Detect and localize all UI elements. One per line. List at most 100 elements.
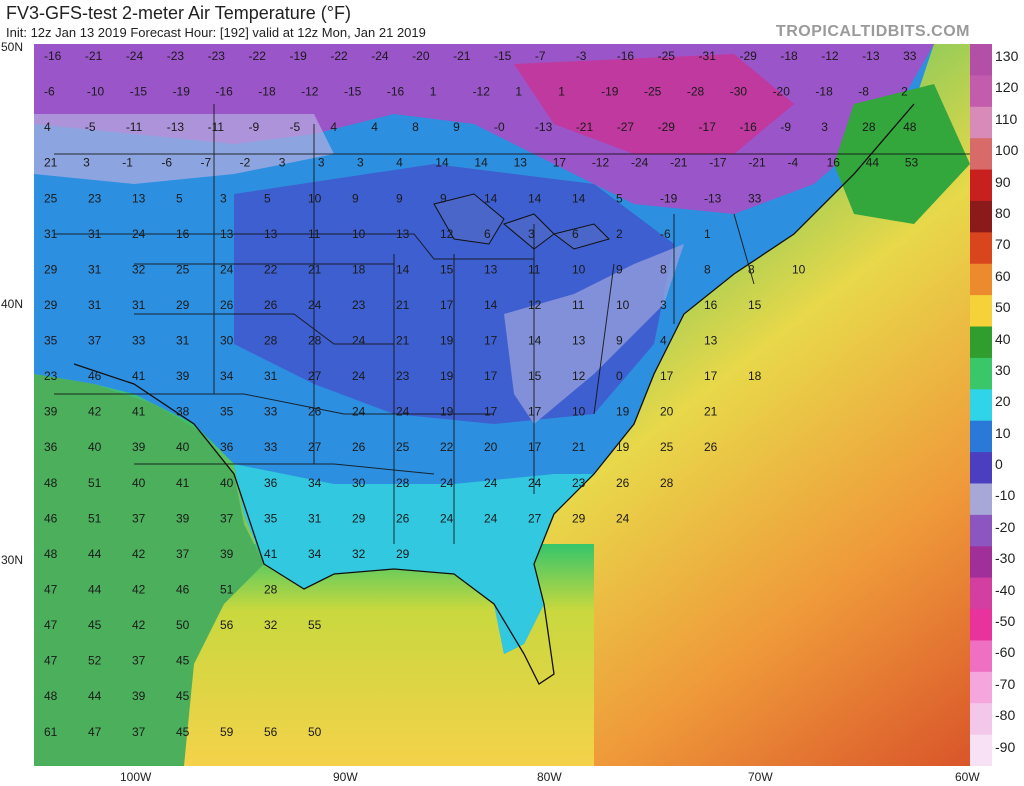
colorbar-swatch bbox=[970, 357, 992, 391]
temperature-value: 26 bbox=[308, 405, 322, 419]
temperature-value: 35 bbox=[44, 334, 58, 348]
temperature-value: 10 bbox=[616, 298, 630, 312]
temperature-value: 6 bbox=[572, 227, 579, 241]
temperature-value: -21 bbox=[576, 120, 594, 134]
temperature-value: -21 bbox=[748, 156, 766, 170]
temperature-value: -21 bbox=[670, 156, 688, 170]
temperature-value: 17 bbox=[704, 369, 718, 383]
colorbar-swatch bbox=[970, 232, 992, 265]
temperature-value: 3 bbox=[279, 156, 286, 170]
temperature-value: 5 bbox=[264, 191, 271, 205]
temperature-value: -19 bbox=[289, 49, 307, 63]
temperature-value: 37 bbox=[132, 511, 146, 525]
temperature-value: 33 bbox=[132, 334, 146, 348]
temperature-value: 25 bbox=[660, 440, 674, 454]
temperature-value: -7 bbox=[535, 49, 546, 63]
colorbar-label: 60 bbox=[995, 267, 1011, 284]
temperature-value: -15 bbox=[344, 85, 362, 99]
temperature-value: 21 bbox=[572, 440, 586, 454]
colorbar-label: -40 bbox=[995, 581, 1016, 598]
temperature-value: -25 bbox=[644, 85, 662, 99]
great-lakes bbox=[433, 193, 610, 250]
temperature-value: -8 bbox=[858, 85, 869, 99]
temperature-value: 11 bbox=[528, 262, 541, 276]
temperature-value: 3 bbox=[220, 191, 227, 205]
temperature-value: -4 bbox=[787, 156, 798, 170]
temperature-value: 19 bbox=[440, 369, 454, 383]
temperature-value: 59 bbox=[220, 725, 234, 739]
temperature-value: 31 bbox=[88, 298, 102, 312]
temperature-value: 40 bbox=[220, 476, 234, 490]
colorbar-label: 120 bbox=[995, 79, 1019, 96]
temperature-value: 4 bbox=[371, 120, 378, 134]
temperature-value: 28 bbox=[264, 334, 278, 348]
temperature-value: 17 bbox=[440, 298, 454, 312]
temperature-value: -16 bbox=[215, 85, 233, 99]
brand-logo[interactable]: TROPICALTIDBITS.COM bbox=[775, 23, 970, 40]
colorbar bbox=[970, 44, 992, 766]
temperature-value: 42 bbox=[132, 618, 146, 632]
temperature-value: 45 bbox=[176, 654, 190, 668]
temperature-value: 46 bbox=[88, 369, 102, 383]
temperature-value: 48 bbox=[903, 120, 917, 134]
temperature-value: 9 bbox=[616, 262, 623, 276]
temperature-value: 9 bbox=[440, 191, 447, 205]
temperature-value: 12 bbox=[440, 227, 454, 241]
temperature-value: -16 bbox=[739, 120, 757, 134]
temperature-value: 31 bbox=[44, 227, 58, 241]
temperature-value: -19 bbox=[173, 85, 191, 99]
temperature-value: 35 bbox=[220, 405, 234, 419]
temperature-value: 21 bbox=[308, 262, 322, 276]
colorbar-label: 20 bbox=[995, 393, 1011, 410]
temperature-value: 13 bbox=[514, 156, 528, 170]
temperature-value: -29 bbox=[739, 49, 757, 63]
temperature-value: 34 bbox=[308, 547, 322, 561]
temperature-value: 13 bbox=[264, 227, 278, 241]
temperature-value: -22 bbox=[249, 49, 267, 63]
temperature-value: 31 bbox=[132, 298, 146, 312]
temperature-value: 28 bbox=[862, 120, 876, 134]
temperature-value: 36 bbox=[44, 440, 58, 454]
temperature-value: -12 bbox=[473, 85, 491, 99]
temperature-value: 35 bbox=[264, 511, 278, 525]
colorbar-swatch bbox=[970, 546, 992, 579]
temperature-value: 33 bbox=[264, 405, 278, 419]
temperature-value: 32 bbox=[132, 262, 146, 276]
temperature-value: -2 bbox=[240, 156, 251, 170]
temperature-value: 44 bbox=[88, 547, 102, 561]
colorbar-label: 70 bbox=[995, 236, 1011, 253]
temperature-value: 22 bbox=[440, 440, 454, 454]
temperature-value: 1 bbox=[515, 85, 522, 99]
temperature-value: 1 bbox=[430, 85, 437, 99]
temperature-value: 17 bbox=[528, 405, 542, 419]
temperature-value: 53 bbox=[905, 156, 919, 170]
colorbar-label: -20 bbox=[995, 518, 1016, 535]
temperature-value: 29 bbox=[572, 511, 586, 525]
temperature-value: 40 bbox=[132, 476, 146, 490]
temperature-value: 17 bbox=[484, 369, 498, 383]
temperature-value: -31 bbox=[699, 49, 717, 63]
temperature-value: -28 bbox=[687, 85, 705, 99]
temperature-value: 41 bbox=[132, 369, 146, 383]
colorbar-swatch bbox=[970, 703, 992, 736]
temperature-value: -1 bbox=[122, 156, 133, 170]
temperature-value: 15 bbox=[440, 262, 454, 276]
temperature-value: 45 bbox=[176, 689, 190, 703]
temperature-value: 44 bbox=[88, 689, 102, 703]
temperature-value: 10 bbox=[572, 262, 586, 276]
temperature-value: 24 bbox=[352, 334, 366, 348]
coastline bbox=[73, 103, 915, 685]
temperature-value: 32 bbox=[352, 547, 366, 561]
temperature-value: 47 bbox=[88, 725, 102, 739]
colorbar-label: 130 bbox=[995, 48, 1019, 64]
colorbar-swatch bbox=[970, 734, 992, 766]
temperature-value: -16 bbox=[44, 49, 62, 63]
temperature-value: 28 bbox=[308, 334, 322, 348]
temperature-value: -21 bbox=[453, 49, 471, 63]
temperature-value: -16 bbox=[387, 85, 405, 99]
map-title: FV3-GFS-test 2-meter Air Temperature (°F… bbox=[6, 3, 351, 23]
land-warm-southwest bbox=[34, 374, 264, 766]
temperature-value: -6 bbox=[660, 227, 671, 241]
colorbar-label: -70 bbox=[995, 675, 1016, 692]
temperature-value: 50 bbox=[308, 725, 322, 739]
